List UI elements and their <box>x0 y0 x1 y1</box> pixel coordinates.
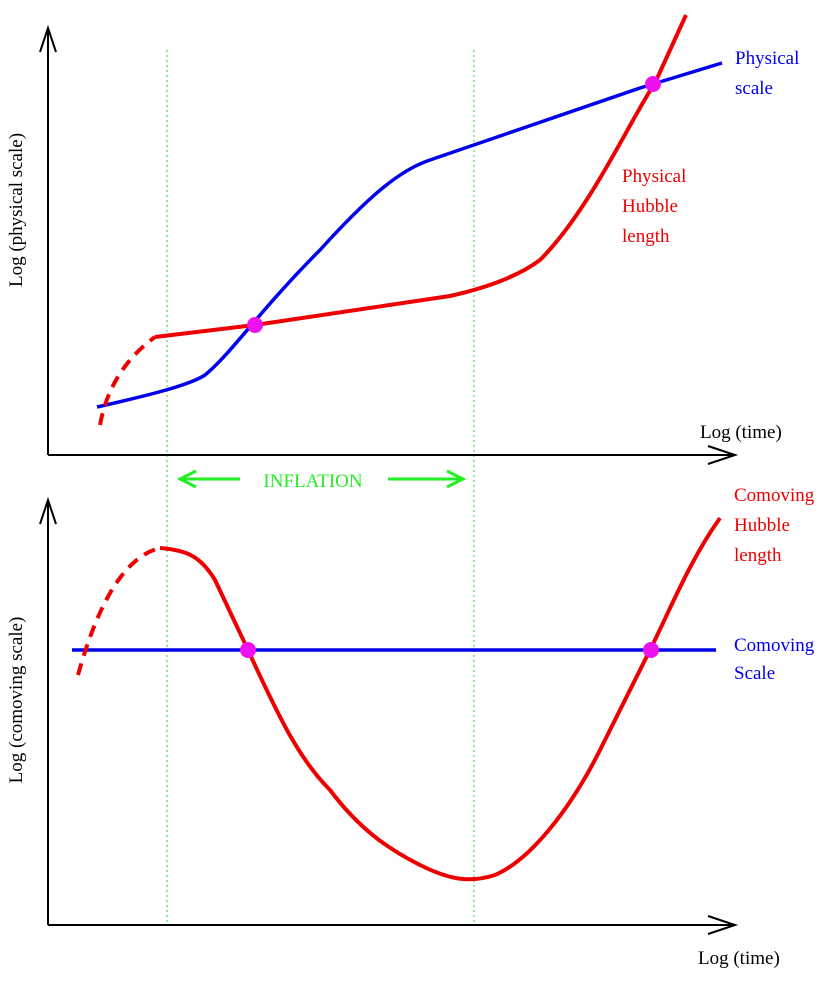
curve-label: Hubble <box>734 515 790 536</box>
x-axis-label: Log (time) <box>698 948 780 969</box>
comoving-hubble-curve <box>159 516 722 882</box>
curve-label: Scale <box>734 663 775 684</box>
y-axis-label: Log (physical scale) <box>6 133 27 287</box>
crossing-point <box>643 642 659 658</box>
arrowhead <box>446 469 467 489</box>
top-axes <box>39 24 739 465</box>
crossing-point <box>645 76 661 92</box>
x-arrowhead <box>707 445 739 465</box>
hubble-dashed <box>76 546 161 676</box>
physical-hubble-curve <box>154 14 688 339</box>
crossing-point <box>247 317 263 333</box>
y-axis-label: Log (comoving scale) <box>6 617 27 784</box>
inflation-arrows <box>176 469 467 489</box>
curve-label: Hubble <box>622 196 678 217</box>
curve-label: length <box>622 226 670 247</box>
physical-scale-curve <box>96 61 723 409</box>
curve-label: scale <box>735 78 773 99</box>
x-axis-label: Log (time) <box>700 422 782 443</box>
bottom-axes <box>39 496 739 935</box>
inflation-guides <box>166 50 475 925</box>
y-arrowhead <box>39 496 57 525</box>
inflation-label: INFLATION <box>263 471 362 492</box>
hubble-dashed <box>98 335 157 426</box>
y-arrowhead <box>39 24 57 53</box>
curve-label: Physical <box>735 48 799 69</box>
curve-label: Physical <box>622 166 686 187</box>
curve-label: Comoving <box>734 485 815 506</box>
x-arrowhead <box>707 915 739 935</box>
crossing-point <box>240 642 256 658</box>
arrowhead <box>176 469 197 489</box>
curve-label: length <box>734 545 782 566</box>
curve-label: Comoving <box>734 635 815 656</box>
